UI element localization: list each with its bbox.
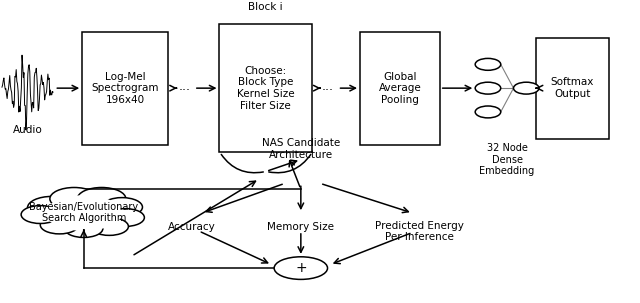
FancyBboxPatch shape [82, 32, 168, 145]
Text: Choose:
Block Type
Kernel Size
Filter Size: Choose: Block Type Kernel Size Filter Si… [237, 66, 294, 111]
Text: Global
Average
Pooling: Global Average Pooling [378, 72, 421, 105]
Circle shape [77, 188, 126, 210]
Text: Bayesian/Evolutionary
Search Algorithm: Bayesian/Evolutionary Search Algorithm [29, 202, 138, 223]
Circle shape [28, 196, 76, 219]
Text: Log-Mel
Spectrogram
196x40: Log-Mel Spectrogram 196x40 [92, 72, 159, 105]
Circle shape [475, 82, 500, 94]
Text: Block i: Block i [248, 2, 283, 12]
Circle shape [65, 220, 103, 238]
Text: Accuracy: Accuracy [168, 222, 216, 232]
Text: Predicted Energy
Per Inference: Predicted Energy Per Inference [374, 221, 463, 242]
Circle shape [40, 216, 79, 234]
FancyBboxPatch shape [360, 32, 440, 145]
Circle shape [513, 82, 539, 94]
Circle shape [50, 188, 99, 210]
Circle shape [475, 58, 500, 70]
Text: Audio: Audio [13, 125, 42, 135]
Circle shape [102, 198, 143, 217]
Text: ...: ... [179, 80, 190, 93]
Text: Softmax
Output: Softmax Output [550, 77, 594, 99]
Circle shape [90, 218, 129, 235]
Text: 32 Node
Dense
Embedding: 32 Node Dense Embedding [479, 143, 535, 176]
FancyBboxPatch shape [220, 24, 312, 152]
Text: ...: ... [322, 80, 334, 93]
Circle shape [45, 195, 122, 231]
Circle shape [21, 206, 60, 224]
Text: +: + [295, 261, 307, 275]
Text: NAS Candidate
Architecture: NAS Candidate Architecture [262, 138, 340, 160]
Text: Memory Size: Memory Size [268, 222, 334, 232]
Ellipse shape [274, 257, 328, 279]
Circle shape [106, 208, 145, 226]
Circle shape [475, 106, 500, 118]
FancyBboxPatch shape [536, 38, 609, 139]
